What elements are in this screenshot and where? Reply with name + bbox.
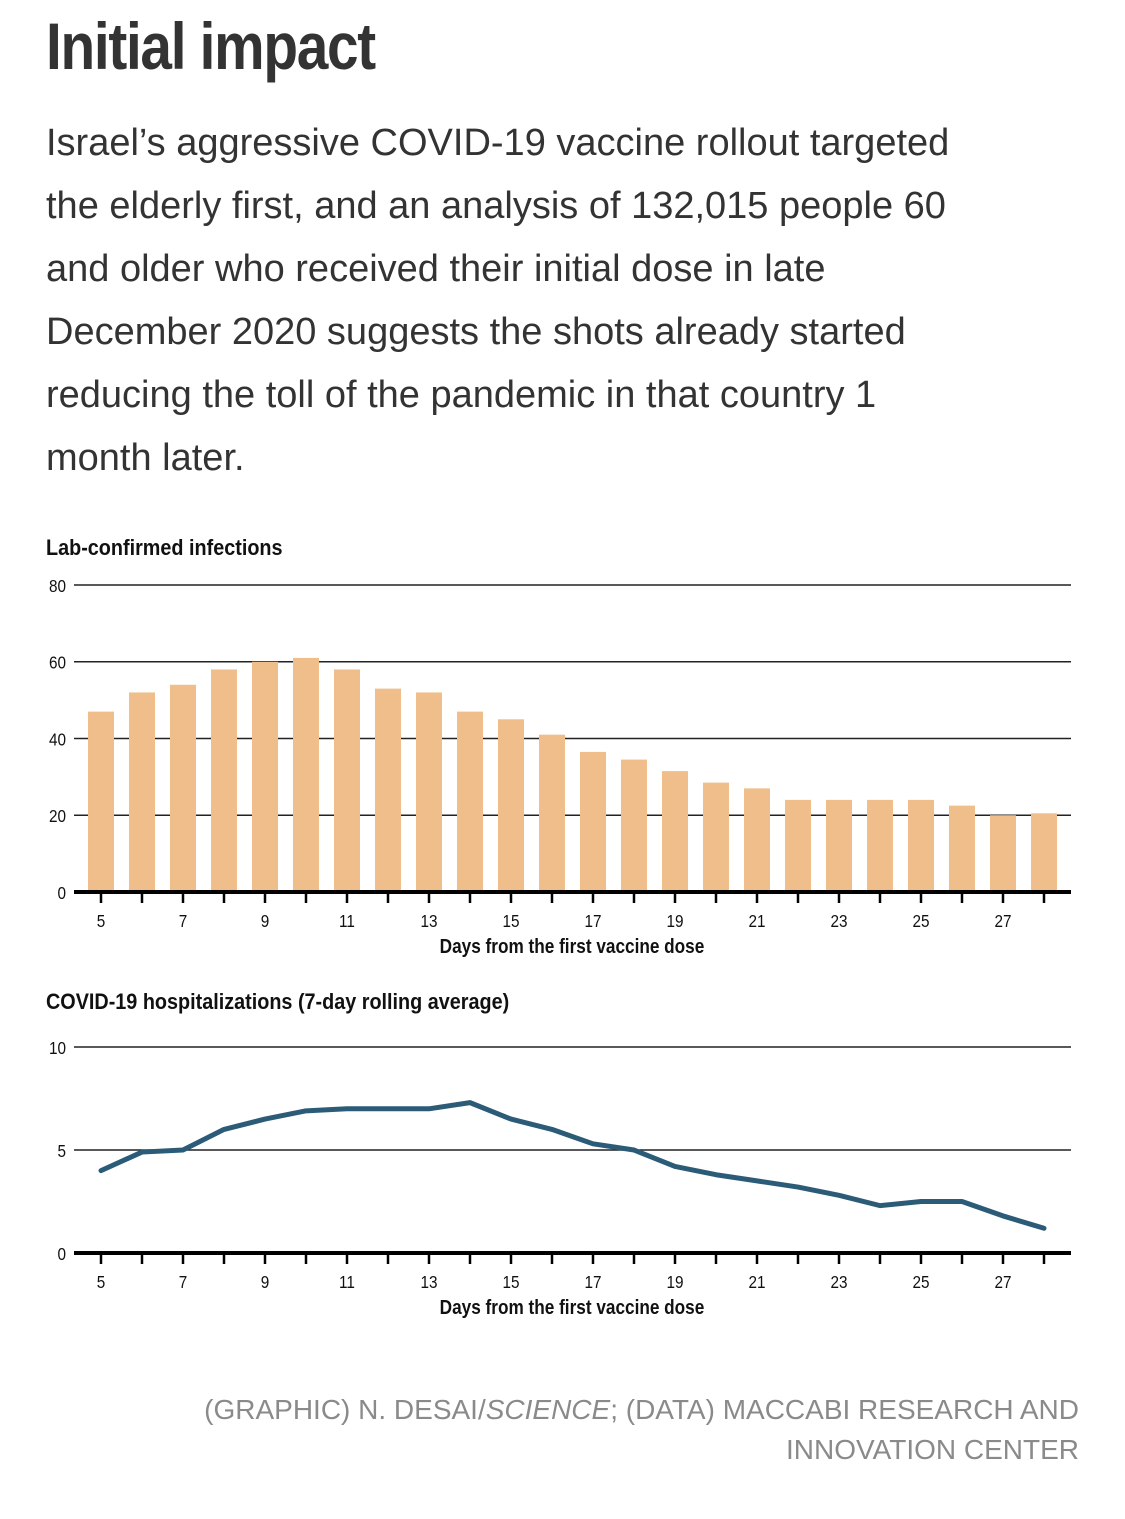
x-tick-label: 5 xyxy=(97,911,106,931)
y-tick-label: 0 xyxy=(57,1244,66,1264)
credit-line: (GRAPHIC) N. DESAI/SCIENCE; (DATA) MACCA… xyxy=(79,1390,1079,1470)
bar-day-25 xyxy=(908,799,934,892)
dek-line: reducing the toll of the pandemic in tha… xyxy=(46,374,877,416)
bar-day-14 xyxy=(457,711,483,892)
bar-day-26 xyxy=(949,805,975,892)
infections-chart-title: Lab-confirmed infections xyxy=(46,535,283,560)
bar-day-28 xyxy=(1031,813,1057,892)
bar-day-15 xyxy=(498,719,524,892)
x-tick-label: 25 xyxy=(912,1272,929,1292)
y-tick-label: 10 xyxy=(49,1038,66,1058)
x-tick-label: 15 xyxy=(502,911,519,931)
x-tick-label: 5 xyxy=(97,1272,106,1292)
dek-line: Israel’s aggressive COVID-19 vaccine rol… xyxy=(46,122,950,164)
bar-day-10 xyxy=(293,657,319,892)
dek-paragraph: Israel’s aggressive COVID-19 vaccine rol… xyxy=(46,112,1086,490)
y-tick-label: 5 xyxy=(57,1141,66,1161)
infections-bar-chart: 0 20 40 60 80 5 7 9 11 13 15 17 19 21 23 25 27 Days from … xyxy=(49,576,1071,958)
x-axis-title: Days from the first vaccine dose xyxy=(440,935,705,958)
bar-day-19 xyxy=(662,771,688,892)
x-tick-label: 7 xyxy=(179,1272,188,1292)
bar-day-5 xyxy=(88,711,114,892)
bar-day-8 xyxy=(211,669,237,892)
hospitalizations-series-line xyxy=(98,1100,1047,1231)
x-tick-label: 27 xyxy=(994,911,1011,931)
x-tick-label: 15 xyxy=(502,1272,519,1292)
bar-day-12 xyxy=(375,688,401,892)
x-tick-label: 19 xyxy=(666,911,683,931)
x-tick-label: 17 xyxy=(584,911,601,931)
bar-day-6 xyxy=(129,692,155,892)
bar-day-20 xyxy=(703,782,729,892)
x-tick-label: 19 xyxy=(666,1272,683,1292)
dek-line: month later. xyxy=(46,437,245,479)
dek-line: the elderly first, and an analysis of 13… xyxy=(46,185,946,227)
bar-day-18 xyxy=(621,759,647,892)
bar-day-24 xyxy=(867,799,893,892)
bar-day-17 xyxy=(580,751,606,892)
x-tick-label: 21 xyxy=(748,911,765,931)
bar-day-16 xyxy=(539,734,565,892)
x-tick-label: 23 xyxy=(830,911,847,931)
x-tick-label: 11 xyxy=(339,911,355,931)
bar-day-23 xyxy=(826,799,852,892)
x-tick-label: 25 xyxy=(912,911,929,931)
x-tick-label: 9 xyxy=(261,911,270,931)
x-tick-label: 21 xyxy=(748,1272,765,1292)
bar-day-7 xyxy=(170,684,196,892)
y-tick-label: 60 xyxy=(49,653,66,673)
bar-day-9 xyxy=(252,661,278,892)
bar-day-13 xyxy=(416,692,442,892)
x-tick-label: 9 xyxy=(261,1272,270,1292)
y-tick-label: 40 xyxy=(49,729,66,749)
y-tick-label: 20 xyxy=(49,806,66,826)
bar-day-21 xyxy=(744,788,770,892)
x-tick-label: 7 xyxy=(179,911,188,931)
x-tick-label: 23 xyxy=(830,1272,847,1292)
credit-publication: SCIENCE xyxy=(485,1394,611,1425)
credit-data: ; (DATA) MACCABI RESEARCH AND xyxy=(610,1394,1079,1425)
credit-line-1: (GRAPHIC) N. DESAI/SCIENCE; (DATA) MACCA… xyxy=(79,1390,1079,1430)
x-axis-title: Days from the first vaccine dose xyxy=(440,1296,705,1319)
hospitalizations-line-chart: 0 5 10 5 7 9 11 13 15 17 19 21 23 25 27 Days from the f… xyxy=(49,1038,1071,1319)
y-tick-label: 0 xyxy=(57,883,66,903)
credit-line-2: INNOVATION CENTER xyxy=(786,1434,1079,1465)
hospitalizations-chart-title: COVID-19 hospitalizations (7-day rolling… xyxy=(46,989,510,1014)
y-tick-label: 80 xyxy=(49,576,66,596)
dek-line: December 2020 suggests the shots already… xyxy=(46,311,906,353)
x-tick-label: 17 xyxy=(584,1272,601,1292)
bar-day-22 xyxy=(785,799,811,892)
page-title: Initial impact xyxy=(46,9,376,83)
x-tick-label: 13 xyxy=(420,911,437,931)
bar-day-11 xyxy=(334,669,360,892)
x-tick-label: 13 xyxy=(420,1272,437,1292)
bar-day-27 xyxy=(990,815,1016,892)
x-tick-label: 11 xyxy=(339,1272,355,1292)
dek-line: and older who received their initial dos… xyxy=(46,248,826,290)
x-tick-label: 27 xyxy=(994,1272,1011,1292)
credit-graphic: (GRAPHIC) N. DESAI/ xyxy=(204,1394,486,1425)
